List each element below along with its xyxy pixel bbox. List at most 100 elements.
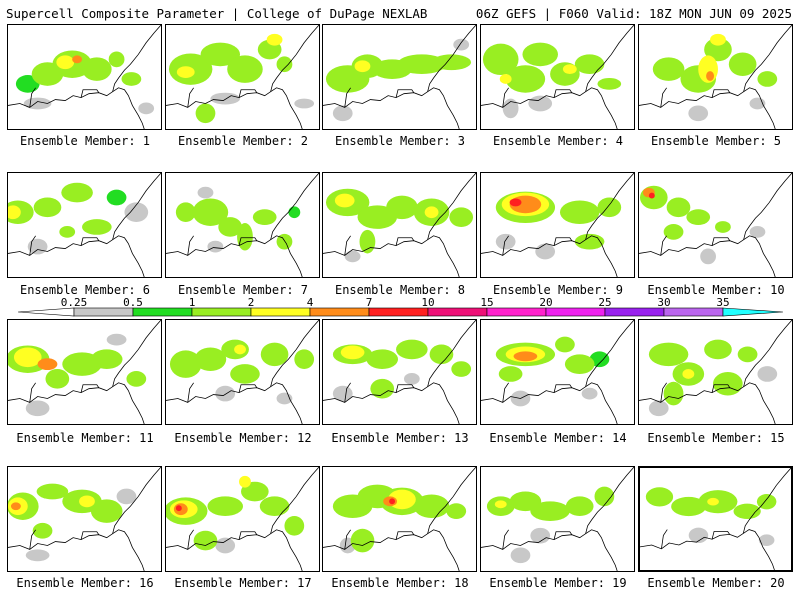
- ensemble-member-map-7[interactable]: [165, 172, 320, 278]
- ensemble-member-map-13[interactable]: [322, 319, 477, 425]
- ensemble-member-map-5[interactable]: [638, 24, 793, 130]
- member-caption: Ensemble Member: 13: [331, 431, 469, 445]
- coastline: [743, 173, 792, 240]
- ensemble-member-map-8[interactable]: [322, 172, 477, 278]
- scp-contour-1: [505, 65, 546, 93]
- ensemble-member-map-10[interactable]: [638, 172, 793, 278]
- scp-contour-0_25: [197, 186, 214, 199]
- scp-contour-1: [61, 182, 93, 203]
- coastline: [711, 89, 731, 98]
- scp-contour-1: [192, 198, 229, 226]
- scp-contour-1: [396, 339, 428, 360]
- scp-contour-2: [234, 344, 246, 355]
- colorbar-tick-label: 7: [366, 296, 373, 309]
- coastline: [502, 235, 509, 256]
- scp-contour-1: [645, 487, 674, 507]
- coastline: [427, 320, 476, 387]
- coastline: [427, 25, 476, 92]
- scp-contour-1: [252, 209, 277, 225]
- scp-contour-1: [594, 486, 615, 507]
- ensemble-member-map-14[interactable]: [480, 319, 635, 425]
- coastline: [743, 320, 792, 387]
- scp-contour-1: [32, 522, 53, 539]
- scp-contour-0_5: [288, 206, 301, 219]
- scp-field-plot: [166, 173, 319, 277]
- member-caption: Ensemble Member: 20: [647, 576, 785, 590]
- scp-contour-0_25: [294, 98, 315, 109]
- ensemble-member-map-18[interactable]: [322, 466, 477, 572]
- coastline: [270, 173, 319, 240]
- scp-contour-1: [260, 342, 289, 367]
- colorbar-tick-label: 35: [716, 296, 729, 309]
- colorbar-min-arrow: [17, 307, 75, 317]
- scp-contour-2: [56, 55, 75, 70]
- colorbar-tick-label: 10: [421, 296, 434, 309]
- member-caption: Ensemble Member: 3: [334, 134, 466, 148]
- coastline: [743, 25, 792, 92]
- coastline: [344, 235, 351, 256]
- coastline: [585, 467, 634, 534]
- scp-contour-1: [366, 349, 399, 370]
- ensemble-member-map-19[interactable]: [480, 466, 635, 572]
- colorbar-tick-label: 0.25: [61, 296, 88, 309]
- colorbar-segment: [486, 307, 547, 317]
- ensemble-member-map-6[interactable]: [7, 172, 162, 278]
- scp-contour-0_25: [688, 105, 709, 122]
- scp-contour-7: [389, 498, 396, 505]
- scp-contour-2: [354, 60, 371, 73]
- ensemble-member-map-2[interactable]: [165, 24, 320, 130]
- ensemble-member-map-17[interactable]: [165, 466, 320, 572]
- ensemble-member-map-11[interactable]: [7, 319, 162, 425]
- ensemble-member-map-12[interactable]: [165, 319, 320, 425]
- scp-contour-1: [284, 516, 305, 536]
- coastline: [238, 531, 258, 540]
- scp-field-plot: [640, 468, 791, 570]
- scp-contour-1: [193, 530, 218, 551]
- scp-contour-1: [350, 528, 375, 553]
- scp-contour-1: [446, 503, 467, 519]
- ensemble-member-map-1[interactable]: [7, 24, 162, 130]
- member-caption: Ensemble Member: 10: [647, 283, 785, 297]
- scp-contour-0_25: [757, 366, 778, 382]
- scp-contour-1: [663, 224, 684, 240]
- coastline: [8, 87, 145, 129]
- scp-contour-1: [200, 42, 241, 67]
- ensemble-member-map-20[interactable]: [638, 466, 793, 572]
- coastline: [711, 384, 731, 393]
- ensemble-member-map-4[interactable]: [480, 24, 635, 130]
- ensemble-member-map-9[interactable]: [480, 172, 635, 278]
- scp-contour-1: [45, 369, 70, 389]
- scp-field-plot: [481, 320, 634, 424]
- coastline: [502, 529, 509, 550]
- coastline: [585, 320, 634, 387]
- scp-contour-1: [733, 503, 761, 519]
- scp-contour-1: [121, 72, 142, 86]
- scp-contour-4: [37, 358, 58, 371]
- coastline: [80, 89, 100, 98]
- ensemble-member-map-15[interactable]: [638, 319, 793, 425]
- scp-contour-2: [13, 347, 42, 368]
- scp-field-plot: [323, 467, 476, 571]
- coastline: [585, 173, 634, 240]
- coastline: [344, 87, 351, 108]
- coastline: [112, 320, 161, 387]
- scp-contour-1: [359, 229, 376, 254]
- ensemble-member-map-3[interactable]: [322, 24, 477, 130]
- member-caption: Ensemble Member: 17: [174, 576, 312, 590]
- coastline: [553, 531, 573, 540]
- ensemble-member-map-16[interactable]: [7, 466, 162, 572]
- scp-contour-0_25: [749, 225, 766, 238]
- scp-contour-2: [499, 74, 512, 84]
- scp-contour-1: [565, 496, 594, 517]
- scp-contour-1: [82, 57, 112, 81]
- scp-contour-2: [494, 500, 507, 509]
- colorbar-tick-label: 1: [189, 296, 196, 309]
- coastline: [502, 382, 509, 403]
- scp-contour-1: [737, 346, 758, 363]
- coastline: [553, 384, 573, 393]
- scp-field-plot: [323, 173, 476, 277]
- member-caption: Ensemble Member: 4: [492, 134, 624, 148]
- coastline: [395, 531, 415, 540]
- scp-contour-1: [90, 499, 123, 523]
- coastline: [8, 235, 145, 277]
